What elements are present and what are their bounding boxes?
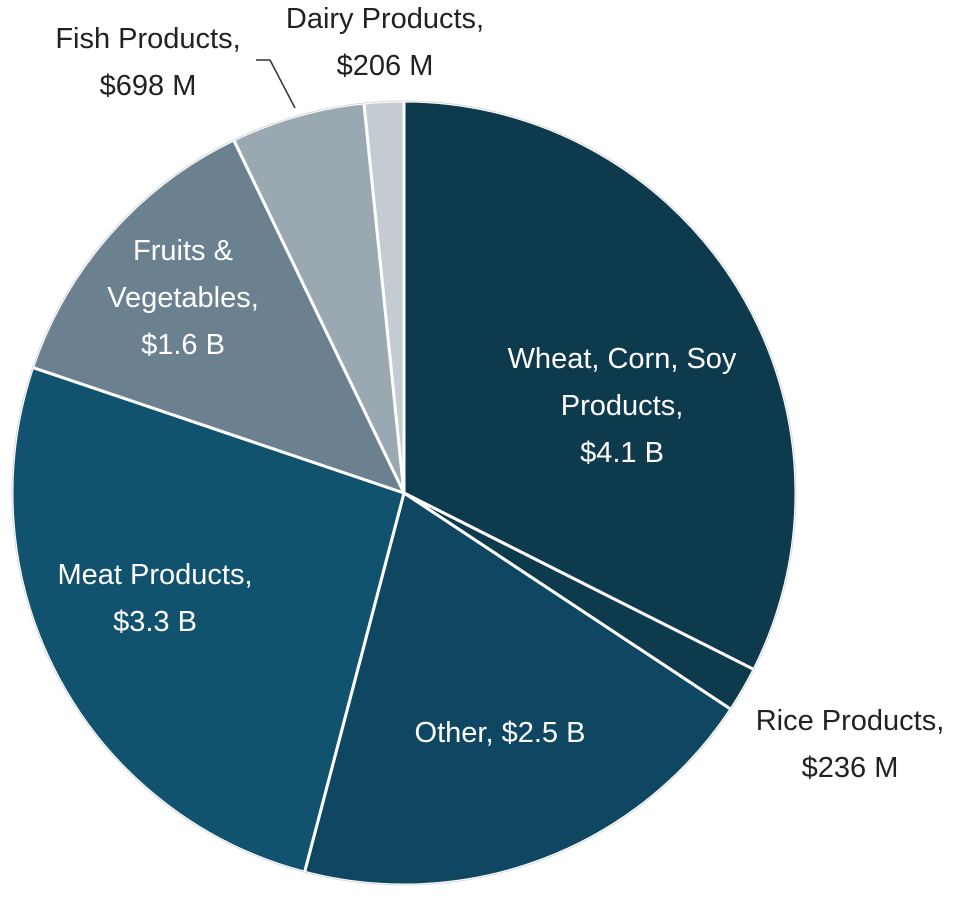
- data-label-line: Meat Products,: [57, 559, 252, 591]
- data-label-line: Vegetables,: [107, 282, 259, 314]
- data-label-line: $4.1 B: [580, 437, 664, 469]
- data-label-wheat-corn-soy-products: Wheat, Corn, Soy Products, $4.1 B: [508, 343, 737, 469]
- data-label-line: Other, $2.5 B: [415, 717, 586, 749]
- data-label-line: Fish Products,: [55, 23, 240, 55]
- data-label-line: $1.6 B: [141, 329, 225, 361]
- data-label-line: Products,: [561, 390, 684, 422]
- data-label-dairy-products: Dairy Products, $206 M: [286, 3, 484, 82]
- pie-outline: [11, 100, 797, 886]
- data-label-fruits-vegetables: Fruits & Vegetables, $1.6 B: [107, 235, 259, 361]
- data-label-rice-products: Rice Products, $236 M: [756, 705, 945, 784]
- data-label-line: $698 M: [100, 70, 197, 102]
- data-label-line: $206 M: [337, 50, 434, 82]
- data-label-other: Other, $2.5 B: [415, 717, 586, 749]
- data-label-line: Fruits &: [133, 235, 233, 267]
- data-label-line: Wheat, Corn, Soy: [508, 343, 737, 375]
- data-label-line: $236 M: [802, 752, 899, 784]
- data-label-line: Rice Products,: [756, 705, 945, 737]
- data-label-meat-products: Meat Products, $3.3 B: [57, 559, 252, 638]
- data-label-line: $3.3 B: [113, 606, 197, 638]
- leader-line-fish-products: [256, 59, 296, 109]
- data-label-line: Dairy Products,: [286, 3, 484, 35]
- data-label-fish-products: Fish Products, $698 M: [55, 23, 240, 102]
